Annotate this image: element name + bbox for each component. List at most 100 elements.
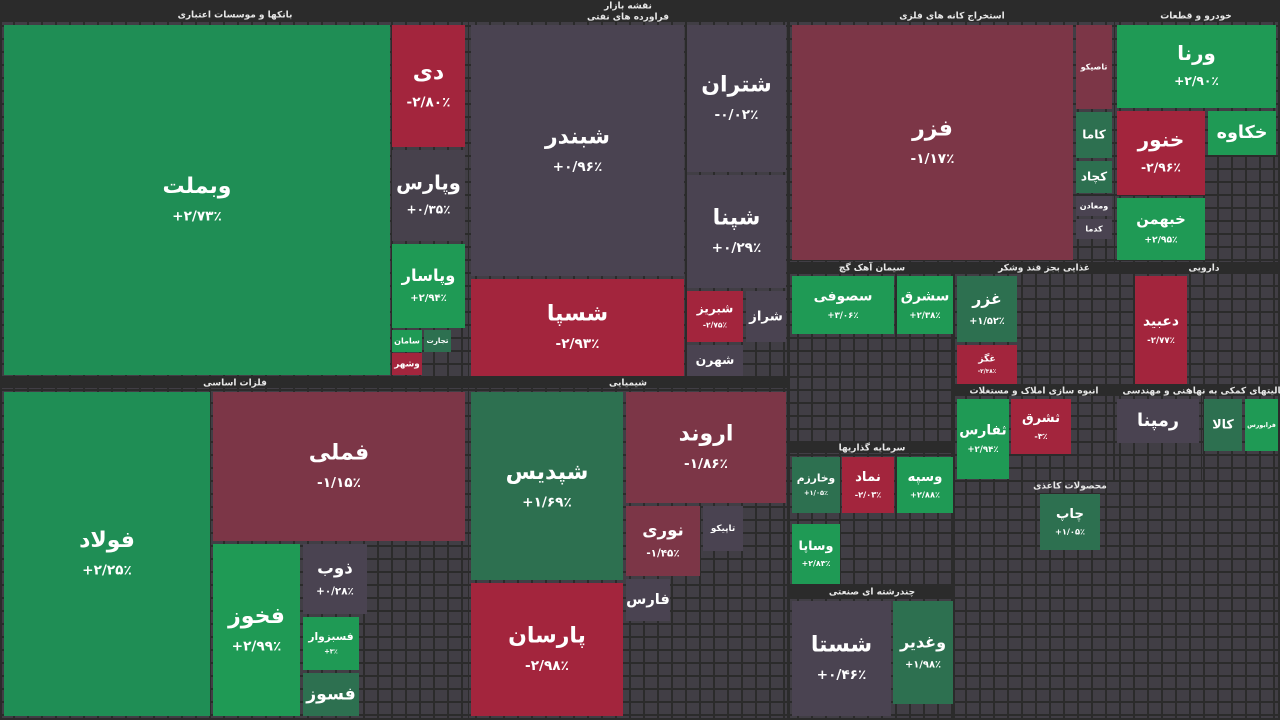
tile-name: پارسان xyxy=(508,623,586,648)
tile xyxy=(1117,111,1205,195)
tile xyxy=(1076,25,1112,109)
tile-name: ثفارس xyxy=(959,423,1007,439)
tile xyxy=(213,544,300,716)
tile xyxy=(471,392,623,580)
tile-change: +۱/۰۵٪ xyxy=(804,489,828,497)
tile-name: شهرن xyxy=(696,352,735,367)
tile-change: +۳/۰۶٪ xyxy=(827,311,858,321)
sector-title: فلزات اساسی xyxy=(203,379,267,389)
tile-name: ذوب xyxy=(317,559,353,579)
tile-change: +۲/۹۴٪ xyxy=(410,293,447,304)
tile xyxy=(703,506,743,551)
tile-name: وبملت xyxy=(163,174,232,199)
tile-name: غزر xyxy=(971,289,1002,308)
tile xyxy=(626,392,786,503)
tile xyxy=(1040,494,1100,550)
tile xyxy=(303,544,367,614)
tile-name: ومعادن xyxy=(1080,202,1108,211)
map-title: نقشه بازار xyxy=(603,2,652,12)
tile xyxy=(957,345,1017,384)
filler xyxy=(955,480,1278,718)
tile xyxy=(471,279,684,376)
tile-change: +۲/۲۵٪ xyxy=(82,563,132,579)
tile-name: فسبزوار xyxy=(307,630,353,643)
tile-name: کالا xyxy=(1212,417,1234,432)
tile-name: شسپا xyxy=(547,301,608,326)
tile-name: کچاد xyxy=(1081,170,1107,184)
tile-change: -۲/۹۶٪ xyxy=(1141,160,1181,175)
tile-change: -۲/۸۰٪ xyxy=(407,95,451,111)
tile-name: تجارت xyxy=(427,336,449,345)
tile-name: ورنا xyxy=(1177,42,1215,65)
tile-name: فسوز xyxy=(305,685,355,705)
tile-name: خنور xyxy=(1137,128,1185,152)
tile xyxy=(1204,399,1242,451)
tile-name: کدما xyxy=(1085,225,1103,234)
tile xyxy=(1117,399,1199,443)
tile-name: دی xyxy=(413,60,444,85)
tile xyxy=(626,506,700,576)
sector-title: استخراج کانه های فلزی xyxy=(899,12,1004,22)
tile-name: تاصیکو xyxy=(1080,63,1108,72)
tile xyxy=(1011,399,1071,454)
tile-change: +۰/۹۶٪ xyxy=(553,159,603,175)
tile-change: +۱/۵۲٪ xyxy=(969,316,1005,327)
sector-title: چندرشته ای صنعتی xyxy=(829,588,915,598)
tile-name: خکاوه xyxy=(1217,123,1268,143)
tile-name: وخارزم xyxy=(797,472,835,485)
tile xyxy=(303,617,359,670)
tile-change: +۲/۸۳٪ xyxy=(802,559,831,568)
tile-name: تاپیکو xyxy=(710,524,735,534)
tile xyxy=(4,25,390,375)
sector-title: انبوه سازی املاک و مستغلات xyxy=(970,387,1099,397)
tile-name: شتران xyxy=(701,72,772,97)
tile xyxy=(303,673,359,716)
sector-title: دارویی xyxy=(1189,264,1220,274)
tile-name: شپنا xyxy=(713,205,761,230)
tile-name: وپارس xyxy=(396,171,461,194)
tile xyxy=(687,25,786,172)
tile xyxy=(792,276,894,334)
tile xyxy=(842,457,894,513)
tile-name: رمپنا xyxy=(1137,411,1179,431)
tile-change: +۰/۲۸٪ xyxy=(316,586,354,598)
tile-change: -۲/۳۸٪ xyxy=(978,368,997,375)
sector-title: محصولات کاغذی xyxy=(1033,482,1107,492)
tile-name: شستا xyxy=(811,632,872,657)
tile xyxy=(746,291,786,342)
tile-change: +۰/۲۹٪ xyxy=(712,240,762,256)
tile xyxy=(897,457,953,513)
tile-change: +۲/۹۹٪ xyxy=(232,639,282,655)
tile xyxy=(687,345,743,376)
tile xyxy=(792,25,1073,260)
tile-change: -۲/۷۵٪ xyxy=(703,321,728,330)
tile xyxy=(392,150,465,241)
tile xyxy=(792,457,840,513)
tile xyxy=(471,25,684,276)
tile-change: -۲/۰۳٪ xyxy=(855,490,882,500)
tile-change: -۱/۱۵٪ xyxy=(317,475,361,491)
tile xyxy=(626,579,670,621)
tile-name: شراز xyxy=(748,310,783,325)
tile-name: فملی xyxy=(309,440,369,465)
tile xyxy=(1076,219,1112,239)
tile-name: سامان xyxy=(394,337,420,346)
sector-title: شیمیایی xyxy=(609,379,647,389)
tile-name: فولاد xyxy=(79,528,135,553)
tile-name: شبندر xyxy=(544,124,610,149)
sector-title: خودرو و قطعات xyxy=(1160,12,1232,22)
tile xyxy=(1117,25,1276,108)
tile-change: +۲/۹۰٪ xyxy=(1174,74,1219,88)
tile-change: +۰/۴۶٪ xyxy=(817,667,867,683)
tile-change: +۱/۶۹٪ xyxy=(522,495,572,511)
tile-change: +۱/۹۸٪ xyxy=(905,660,941,671)
tile-name: شبریز xyxy=(696,302,734,316)
tile xyxy=(1135,276,1187,384)
tile-name: فخوز xyxy=(227,604,285,629)
tile-name: چاپ xyxy=(1056,507,1084,522)
tile-name: فرابورس xyxy=(1247,422,1276,429)
tile xyxy=(471,583,623,716)
tile xyxy=(1076,112,1112,158)
sector-title: فنی و مهندسی xyxy=(1123,387,1192,397)
